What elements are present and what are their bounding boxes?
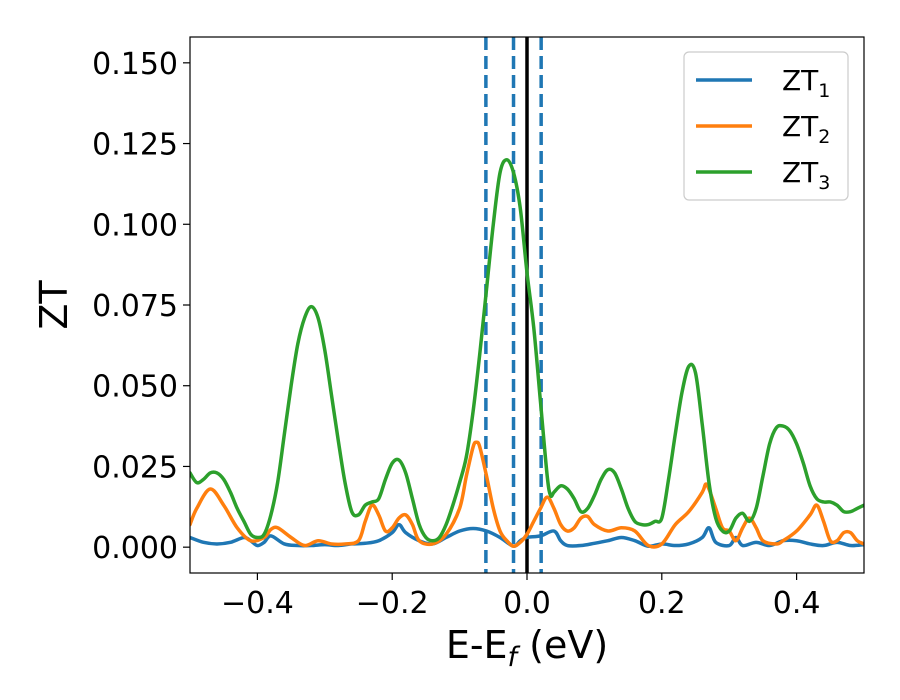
- y-axis-title: ZT: [32, 280, 76, 330]
- y-tick-label: 0.150: [92, 47, 178, 82]
- y-tick-label: 0.125: [92, 128, 178, 163]
- legend-frame: [683, 51, 849, 201]
- legend-label: ZT1: [782, 64, 830, 102]
- legend-label: ZT3: [782, 156, 830, 194]
- y-tick-label: 0.000: [92, 531, 178, 566]
- x-tick-label: 0.4: [773, 586, 821, 621]
- legend: ZT1 ZT2 ZT3: [683, 51, 849, 201]
- x-tick-label: 0.2: [638, 586, 686, 621]
- y-tick-label: 0.025: [92, 450, 178, 485]
- y-tick-label: 0.050: [92, 370, 178, 405]
- y-tick-label: 0.100: [92, 208, 178, 243]
- legend-label: ZT2: [782, 110, 830, 148]
- series-line-zt2: [190, 440, 864, 549]
- x-axis: −0.4 −0.2 0.0 0.2 0.4: [221, 573, 820, 621]
- x-tick-label: −0.2: [356, 586, 429, 621]
- x-tick-label: 0.0: [503, 586, 551, 621]
- x-axis-title: E-Ef (eV): [446, 623, 608, 673]
- x-tick-label: −0.4: [221, 586, 294, 621]
- y-axis: 0.000 0.025 0.050 0.075 0.100 0.125 0.150: [92, 47, 190, 566]
- reference-lines: [484, 37, 543, 573]
- series-group: [190, 157, 864, 549]
- series-line-zt3: [190, 157, 864, 543]
- y-tick-label: 0.075: [92, 289, 178, 324]
